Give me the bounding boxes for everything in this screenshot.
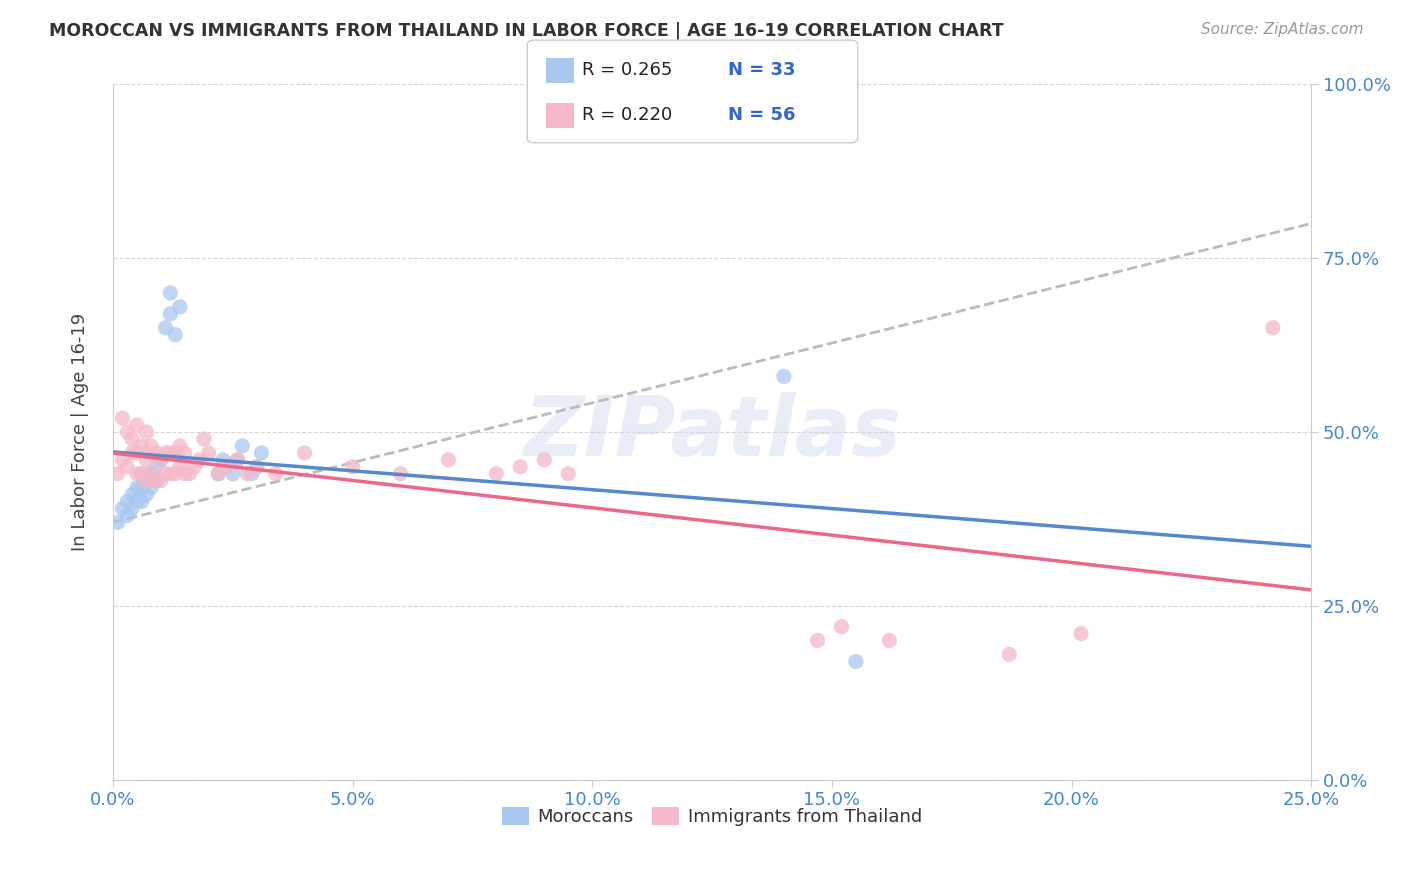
Point [389, 467, 412, 481]
Point [145, 474, 167, 488]
Point [115, 494, 138, 508]
Text: R = 0.220: R = 0.220 [582, 106, 672, 124]
Point [121, 446, 143, 460]
Point [169, 439, 191, 453]
Point [155, 446, 177, 460]
Point [125, 418, 148, 433]
Point [169, 459, 191, 474]
Point [125, 446, 148, 460]
Point [155, 320, 177, 334]
Point [141, 439, 163, 453]
Point [141, 467, 163, 481]
Point [240, 467, 263, 481]
Point [845, 655, 868, 669]
Point [141, 481, 163, 495]
Point [188, 453, 211, 467]
Point [135, 487, 157, 501]
Point [557, 467, 579, 481]
Point [121, 432, 143, 446]
Point [879, 633, 901, 648]
Point [135, 425, 157, 439]
Point [533, 453, 555, 467]
Text: ZIPatlas: ZIPatlas [523, 392, 901, 473]
Point [115, 508, 138, 523]
Point [197, 446, 219, 460]
Point [212, 453, 235, 467]
Point [226, 453, 249, 467]
Text: N = 56: N = 56 [728, 106, 796, 124]
Point [131, 494, 153, 508]
Point [107, 467, 129, 481]
Point [121, 487, 143, 501]
Point [149, 474, 172, 488]
Point [125, 481, 148, 495]
Point [1261, 320, 1284, 334]
Point [173, 446, 195, 460]
Point [149, 453, 172, 467]
Point [183, 459, 205, 474]
Point [159, 307, 181, 321]
Point [806, 633, 828, 648]
Point [179, 467, 201, 481]
Point [246, 459, 269, 474]
Point [111, 411, 134, 425]
Point [131, 467, 153, 481]
Point [173, 467, 195, 481]
Point [155, 467, 177, 481]
Point [342, 459, 364, 474]
Point [236, 467, 259, 481]
Point [165, 327, 187, 342]
Point [145, 446, 167, 460]
Text: N = 33: N = 33 [728, 62, 796, 79]
Point [115, 425, 138, 439]
Point [115, 459, 138, 474]
Point [135, 453, 157, 467]
Point [1070, 626, 1092, 640]
Point [437, 453, 460, 467]
Point [121, 501, 143, 516]
Point [165, 446, 187, 460]
Point [207, 467, 229, 481]
Point [149, 453, 172, 467]
Point [141, 467, 163, 481]
Text: R = 0.265: R = 0.265 [582, 62, 672, 79]
Point [830, 620, 852, 634]
Point [107, 516, 129, 530]
Legend: Moroccans, Immigrants from Thailand: Moroccans, Immigrants from Thailand [495, 799, 929, 833]
Point [264, 467, 287, 481]
Point [509, 459, 531, 474]
Point [145, 459, 167, 474]
Point [125, 467, 148, 481]
Point [135, 474, 157, 488]
Point [131, 439, 153, 453]
Point [145, 474, 167, 488]
Point [131, 481, 153, 495]
Point [998, 648, 1021, 662]
Point [485, 467, 508, 481]
Point [773, 369, 796, 384]
Point [231, 439, 253, 453]
Point [193, 432, 215, 446]
Point [135, 474, 157, 488]
Point [250, 446, 273, 460]
Point [111, 453, 134, 467]
Point [207, 467, 229, 481]
Point [246, 459, 269, 474]
Point [159, 446, 181, 460]
Point [111, 501, 134, 516]
Point [165, 467, 187, 481]
Point [125, 494, 148, 508]
Point [159, 467, 181, 481]
Point [294, 446, 316, 460]
Point [169, 300, 191, 314]
Y-axis label: In Labor Force | Age 16-19: In Labor Force | Age 16-19 [72, 313, 89, 551]
Text: MOROCCAN VS IMMIGRANTS FROM THAILAND IN LABOR FORCE | AGE 16-19 CORRELATION CHAR: MOROCCAN VS IMMIGRANTS FROM THAILAND IN … [49, 22, 1004, 40]
Point [217, 459, 239, 474]
Point [131, 467, 153, 481]
Text: Source: ZipAtlas.com: Source: ZipAtlas.com [1201, 22, 1364, 37]
Point [159, 285, 181, 300]
Point [226, 453, 249, 467]
Point [221, 467, 243, 481]
